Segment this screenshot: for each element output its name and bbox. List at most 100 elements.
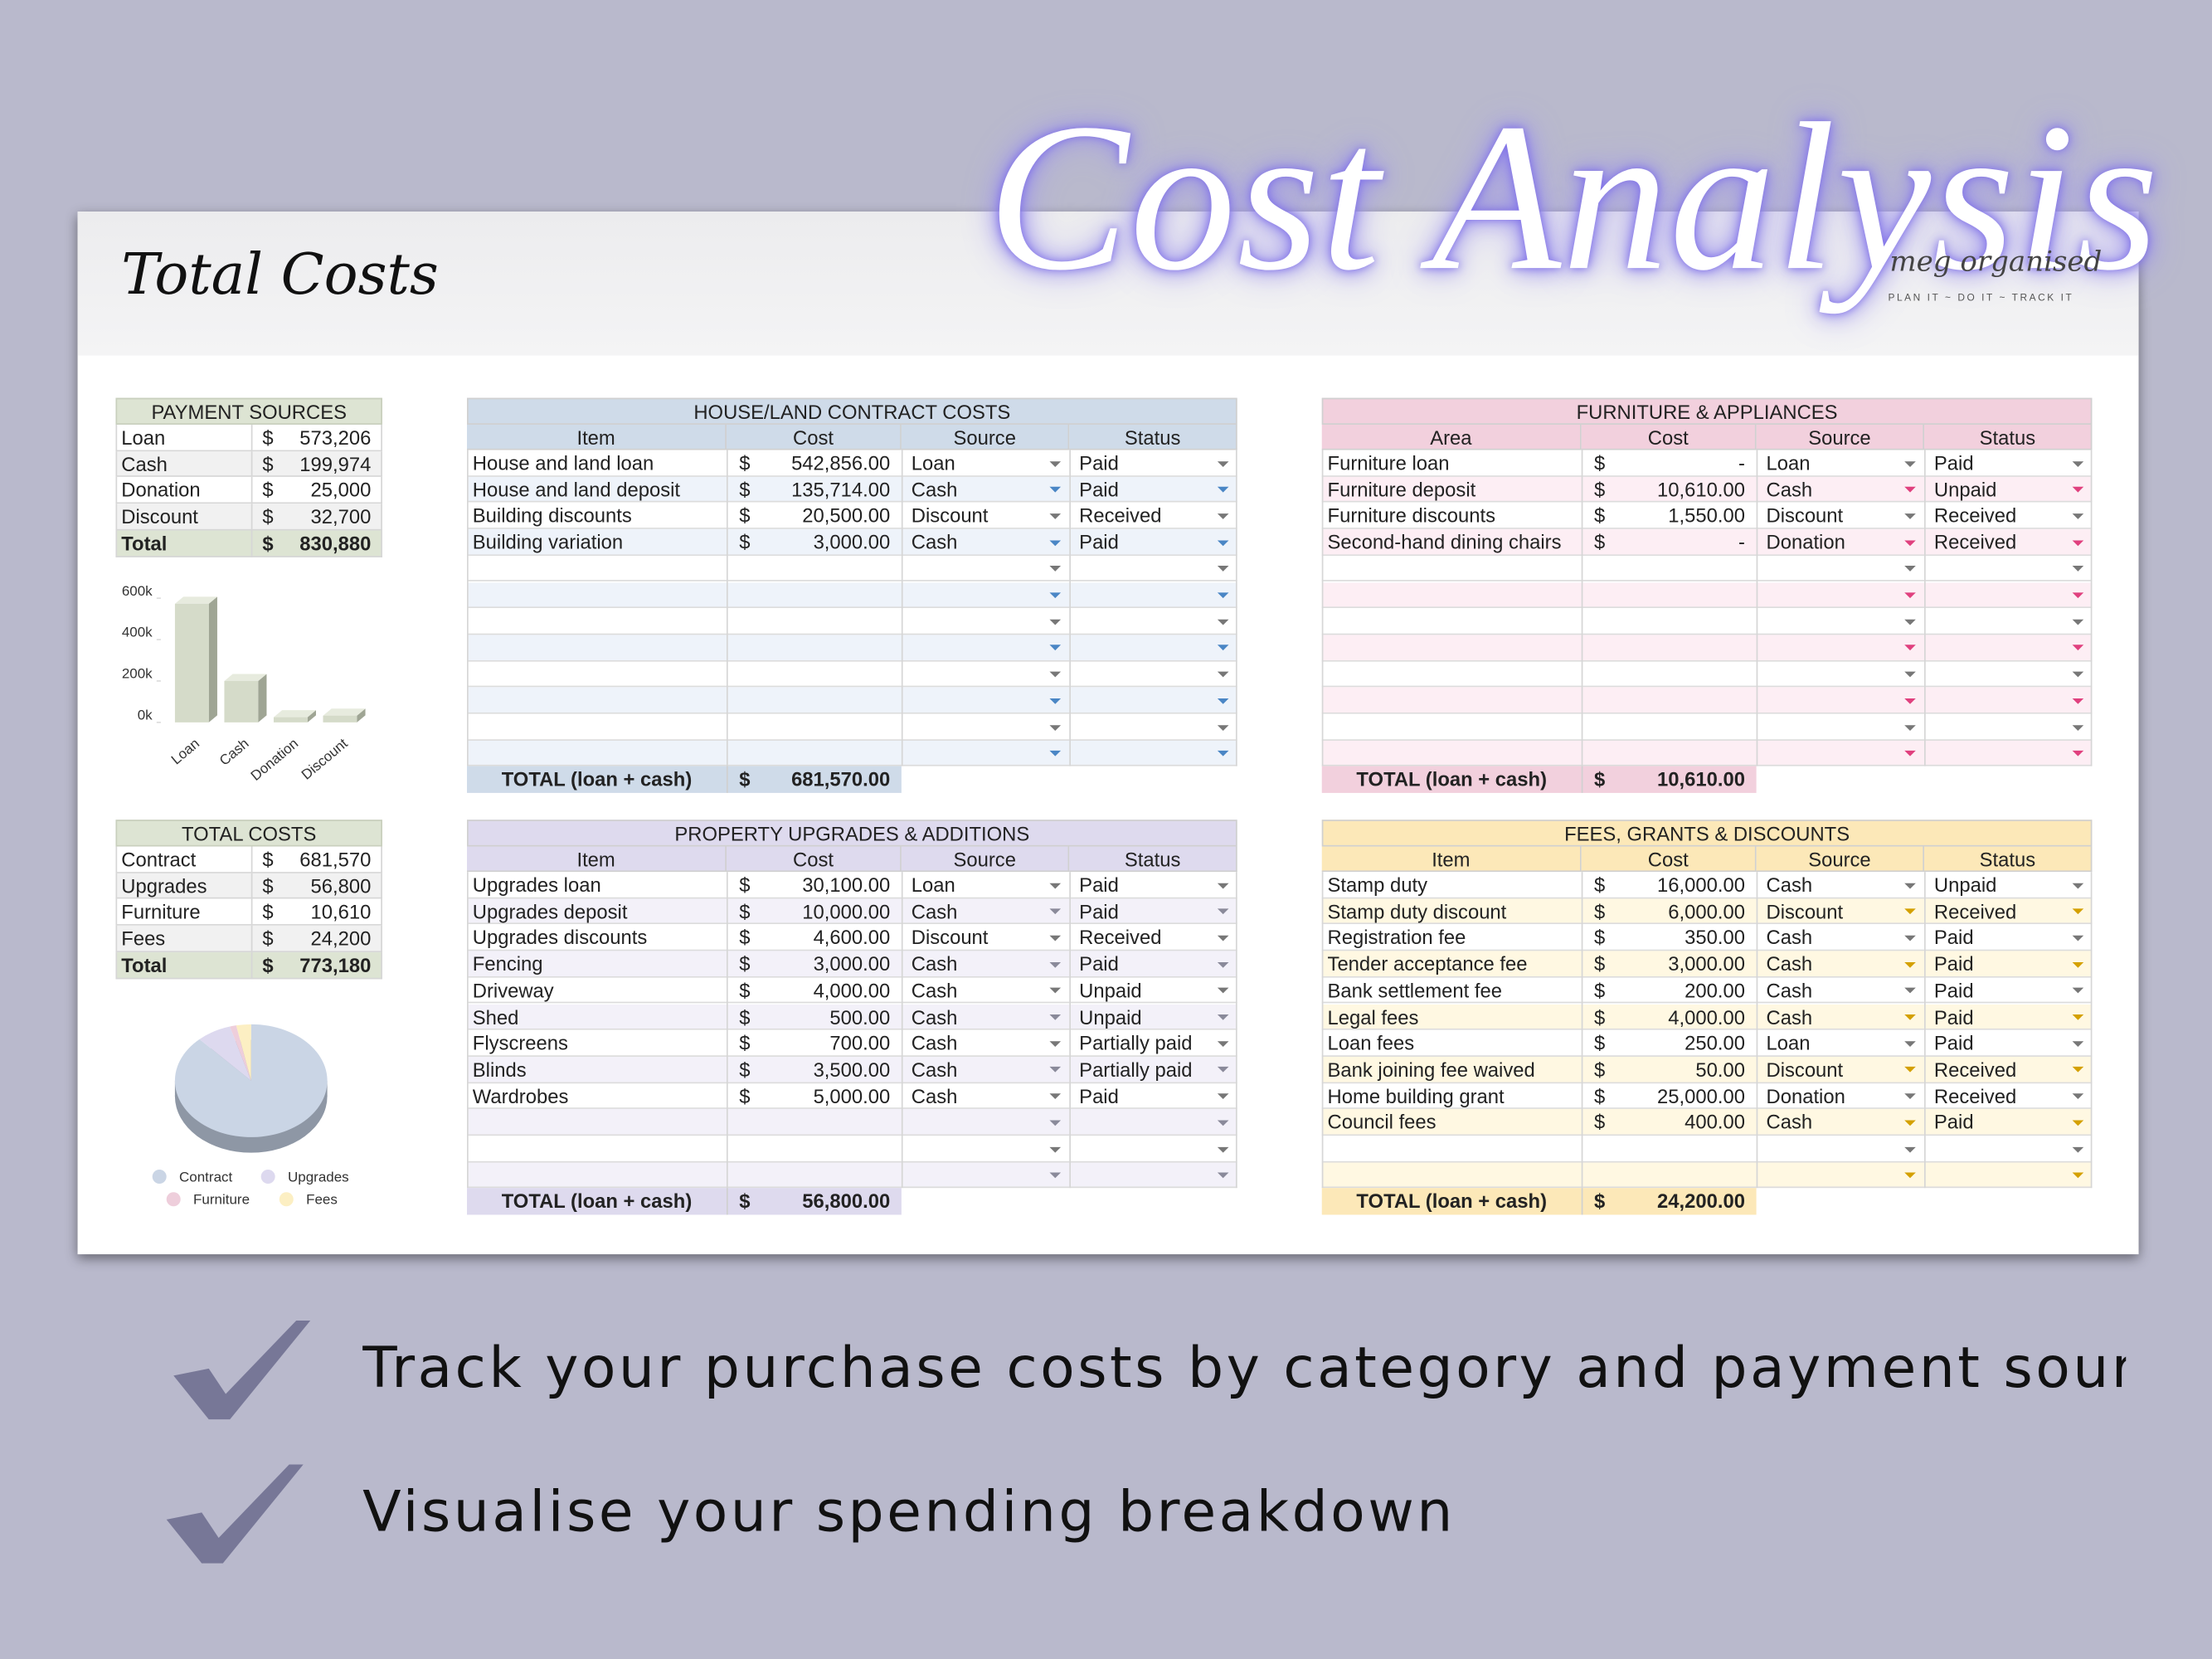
column-divider [726,872,728,1189]
summary-divider [250,926,253,953]
summary-amount: 573,206 [299,426,372,449]
column-header: Cost [726,424,902,450]
currency: $ [739,899,751,922]
total-cost-bg [1581,766,1757,794]
source-cell: Discount [911,926,989,949]
source-cell: Cash [911,1031,958,1054]
dropdown-arrow [1217,724,1229,731]
status-cell: Paid [1079,530,1119,553]
currency: $ [1594,873,1606,897]
table-row [1321,1004,2093,1030]
column-divider [901,450,903,767]
dropdown-arrow [1049,1146,1062,1152]
item-cell: Stamp duty [1327,873,1428,897]
summary-divider [250,873,253,900]
dropdown-arrow [1217,487,1229,493]
currency: $ [262,479,274,502]
currency: $ [1594,767,1606,791]
table-row [466,450,1237,477]
item-cell: Bank settlement fee [1327,979,1503,1002]
check-icon [166,1464,304,1564]
dropdown-arrow [1904,1014,1916,1020]
dropdown-arrow [1904,908,1916,915]
table-row [1321,528,2093,556]
dropdown-arrow [1049,1172,1062,1179]
status-cell: Partially paid [1079,1058,1193,1081]
legend-swatch [279,1192,294,1207]
x-tick-label: Loan [168,736,202,768]
cost-cell: 10,610.00 [1657,478,1746,501]
total-amount: 56,800.00 [802,1190,891,1213]
summary-label: Donation [121,479,201,502]
column-divider [1756,872,1758,1189]
status-cell: Unpaid [1933,873,1997,897]
column-header: Cost [1581,845,1757,873]
currency: $ [1594,952,1606,975]
brand: meg organised [1889,244,2103,279]
table-row [466,503,1237,529]
check-icon [173,1321,311,1420]
dropdown-arrow [1217,1172,1229,1179]
dropdown-arrow [1217,645,1229,651]
dropdown-arrow [2072,671,2084,678]
status-cell: Received [1079,504,1162,528]
column-header: Source [1756,845,1925,873]
table-title: FEES, GRANTS & DISCOUNTS [1321,820,2093,846]
currency: $ [1594,1190,1606,1213]
item-cell: Shed [472,1005,519,1029]
currency: $ [1594,899,1606,922]
summary-row [115,846,382,873]
currency: $ [739,1084,751,1107]
currency: $ [262,847,274,871]
summary-divider [250,952,253,980]
summary-amount: 199,974 [299,452,372,475]
column-divider [1235,872,1237,1189]
cost-cell: 3,500.00 [813,1058,891,1081]
total-label: TOTAL (loan + cash) [466,1188,727,1216]
x-tick-label: Discount [299,735,351,782]
table-row [1321,977,2093,1005]
dropdown-arrow [2072,645,2084,651]
status-cell: Paid [1933,979,1974,1002]
item-cell: Furniture deposit [1327,478,1476,501]
summary-label: Cash [121,452,168,475]
item-cell: House and land loan [472,451,654,474]
status-cell: Paid [1933,952,1974,975]
summary-row [115,899,382,927]
dropdown-arrow [1904,988,1916,994]
table-row [466,898,1237,925]
dropdown-arrow [1217,882,1229,888]
status-cell: Partially paid [1079,1031,1193,1054]
dropdown-arrow [2072,1040,2084,1047]
dropdown-arrow [2072,908,2084,915]
status-cell: Paid [1933,926,1974,949]
table-row [1321,476,2093,504]
column-header: Source [1756,424,1925,450]
table-row [1321,924,2093,951]
currency: $ [1594,926,1606,949]
cost-cell: 5,000.00 [813,1084,891,1107]
bar-side [258,674,267,722]
dropdown-arrow [1217,908,1229,915]
currency: $ [262,505,274,528]
currency: $ [262,452,274,475]
item-cell: House and land deposit [472,478,681,501]
item-cell: Wardrobes [472,1084,569,1107]
item-cell: Blinds [472,1058,527,1081]
pie-slice [236,1024,251,1081]
source-cell: Loan [1766,1031,1811,1054]
cost-cell: - [1738,530,1746,553]
item-cell: Furniture loan [1327,451,1450,474]
dropdown-arrow [1049,935,1062,941]
currency: $ [1594,478,1606,501]
dropdown-arrow [1049,1093,1062,1100]
bar [273,717,308,722]
dropdown-arrow [2072,961,2084,968]
column-header: Cost [726,845,902,873]
table-row [466,476,1237,504]
bar-top [224,674,267,681]
legend-label: Furniture [193,1192,250,1208]
pie-slice [199,1026,251,1081]
column-header: Source [901,424,1070,450]
